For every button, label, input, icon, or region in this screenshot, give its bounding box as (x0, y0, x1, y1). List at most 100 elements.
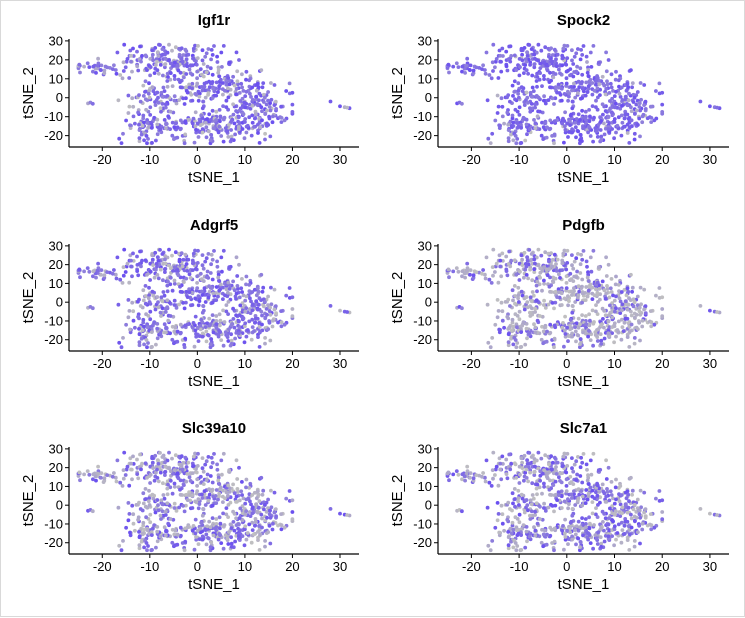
points-layer (446, 43, 722, 145)
cell-point (528, 471, 532, 475)
cell-point (564, 332, 568, 336)
cell-point (105, 66, 109, 70)
cell-point (488, 73, 492, 77)
cell-point (170, 541, 174, 545)
cell-point (461, 65, 465, 69)
cell-point (188, 86, 192, 90)
cell-point (164, 331, 168, 335)
cell-point (493, 65, 497, 69)
cell-point (525, 132, 529, 136)
cell-point (699, 304, 703, 308)
cell-point (248, 499, 252, 503)
cell-point (222, 44, 226, 48)
cell-point (601, 483, 605, 487)
cell-point (528, 517, 532, 521)
cell-point (557, 68, 561, 72)
cell-point (251, 308, 255, 312)
cell-point (173, 94, 177, 98)
cell-point (597, 490, 601, 494)
cell-point (569, 318, 573, 322)
cell-point (188, 272, 192, 276)
cell-point (621, 302, 625, 306)
x-tick-label: 0 (563, 356, 570, 371)
cell-point (237, 115, 241, 119)
cell-point (507, 340, 511, 344)
cell-point (519, 126, 523, 130)
cell-point (159, 127, 163, 131)
cell-point (154, 308, 158, 312)
cell-point (208, 290, 212, 294)
cell-point (457, 473, 461, 477)
cell-point (638, 306, 642, 310)
cell-point (197, 90, 201, 94)
cell-point (211, 109, 215, 113)
cell-point (551, 97, 555, 101)
cell-point (496, 111, 500, 115)
cell-point (644, 311, 648, 315)
cell-point (589, 134, 593, 138)
cell-point (188, 68, 192, 72)
cell-point (597, 265, 601, 269)
cell-point (140, 133, 144, 137)
cell-point (256, 308, 260, 312)
cell-point (570, 263, 574, 267)
cell-point (243, 94, 247, 98)
cell-point (514, 141, 518, 145)
cell-point (236, 487, 240, 491)
cell-point (250, 134, 254, 138)
cell-point (500, 96, 504, 100)
cell-point (535, 79, 539, 83)
cell-point (588, 324, 592, 328)
cell-point (345, 310, 349, 314)
cell-point (563, 315, 567, 319)
cell-point (209, 525, 213, 529)
cell-point (468, 273, 472, 277)
cell-point (535, 94, 539, 98)
cell-point (269, 286, 273, 290)
cell-point (153, 479, 157, 483)
cell-point (542, 299, 546, 303)
cell-point (552, 141, 556, 145)
cell-point (527, 43, 531, 47)
cell-point (552, 307, 556, 311)
cell-point (624, 95, 628, 99)
x-tick-label: -20 (93, 559, 112, 574)
cell-point (172, 341, 176, 345)
cell-point (117, 137, 121, 141)
cell-point (610, 493, 614, 497)
cell-point (153, 71, 157, 75)
cell-point (221, 512, 225, 516)
cell-point (490, 132, 494, 136)
cell-point (584, 94, 588, 98)
cell-point (222, 547, 226, 551)
cell-point (166, 280, 170, 284)
cell-point (518, 278, 522, 282)
cell-point (642, 103, 646, 107)
cell-point (291, 110, 295, 114)
cell-point (520, 253, 524, 257)
cell-point (548, 488, 552, 492)
cell-point (201, 127, 205, 131)
cell-point (157, 277, 161, 281)
cell-point (523, 46, 527, 50)
cell-point (538, 479, 542, 483)
cell-point (137, 530, 141, 534)
cell-point (217, 482, 221, 486)
cell-point (589, 541, 593, 545)
cell-point (169, 71, 173, 75)
cell-point (91, 65, 95, 69)
cell-point (216, 276, 220, 280)
cell-point (566, 506, 570, 510)
cell-point (157, 101, 161, 105)
cell-point (591, 344, 595, 348)
cell-point (630, 314, 634, 318)
cell-point (162, 493, 166, 497)
cell-point (626, 538, 630, 542)
cell-point (185, 269, 189, 273)
cell-point (132, 522, 136, 526)
cell-point (217, 84, 221, 88)
cell-point (497, 76, 501, 80)
cell-point (545, 125, 549, 129)
cell-point (579, 262, 583, 266)
cell-point (195, 76, 199, 80)
